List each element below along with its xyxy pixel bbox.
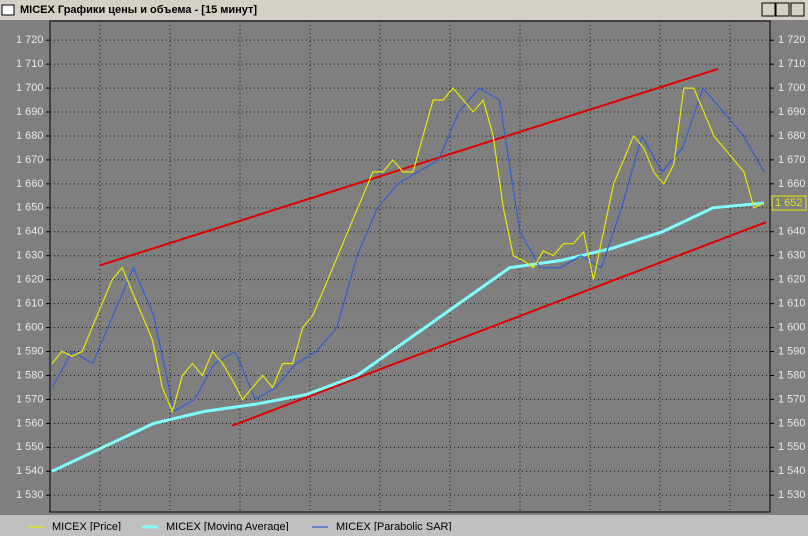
maximize-button[interactable] [775, 2, 790, 17]
chart-background [0, 20, 808, 515]
y2-tick-label: 1 690 [778, 106, 806, 118]
y-tick-label: 1 580 [16, 369, 44, 381]
y-tick-label: 1 600 [16, 321, 44, 333]
trend-line [231, 221, 767, 427]
legend-label: MICEX [Parabolic SAR] [336, 521, 452, 531]
y2-tick-label: 1 720 [778, 34, 806, 46]
y-tick-label: 1 590 [16, 345, 44, 357]
y-tick-label: 1 620 [16, 274, 44, 286]
y2-tick-label: 1 640 [778, 226, 806, 238]
y2-tick-label: 1 600 [778, 321, 806, 333]
y2-tick-label: 1 550 [778, 441, 806, 453]
y-tick-label: 1 630 [16, 250, 44, 262]
y-tick-label: 1 640 [16, 226, 44, 238]
last-value-box [771, 195, 807, 211]
y2-tick-label: 1 610 [778, 298, 806, 310]
y-tick-label: 1 700 [16, 82, 44, 94]
legend-label: MICEX [Price] [52, 521, 121, 531]
y-tick-label: 1 560 [16, 417, 44, 429]
y2-tick-label: 1 570 [778, 393, 806, 405]
y2-tick-label: 1 560 [778, 417, 806, 429]
y2-tick-label: 1 580 [778, 369, 806, 381]
trend-line [99, 67, 719, 267]
y2-tick-label: 1 680 [778, 130, 806, 142]
legend-label: MICEX [Moving Average] [166, 521, 289, 531]
y-tick-label: 1 550 [16, 441, 44, 453]
y2-tick-label: 1 590 [778, 345, 806, 357]
y-tick-label: 1 690 [16, 106, 44, 118]
plot-frame [49, 20, 771, 513]
y-tick-label: 1 710 [16, 58, 44, 70]
y-tick-label: 1 610 [16, 298, 44, 310]
y-tick-label: 1 720 [16, 34, 44, 46]
y2-tick-label: 1 700 [778, 82, 806, 94]
y-tick-label: 1 660 [16, 178, 44, 190]
last-value-label: 1 652 [775, 197, 803, 209]
minimize-button[interactable] [761, 2, 776, 17]
y2-tick-label: 1 710 [778, 58, 806, 70]
y-tick-label: 1 650 [16, 202, 44, 214]
y-tick-label: 1 680 [16, 130, 44, 142]
app-icon [1, 4, 15, 16]
y2-tick-label: 1 540 [778, 465, 806, 477]
series-line [51, 86, 765, 413]
y2-tick-label: 1 660 [778, 178, 806, 190]
y-tick-label: 1 570 [16, 393, 44, 405]
close-button[interactable] [790, 2, 805, 17]
y2-tick-label: 1 530 [778, 489, 806, 501]
title-bar [0, 0, 808, 20]
y2-tick-label: 1 620 [778, 274, 806, 286]
y-tick-label: 1 530 [16, 489, 44, 501]
series-line [51, 201, 765, 473]
y2-tick-label: 1 630 [778, 250, 806, 262]
series-line [51, 87, 765, 414]
y2-tick-label: 1 670 [778, 154, 806, 166]
y-tick-label: 1 670 [16, 154, 44, 166]
y-tick-label: 1 540 [16, 465, 44, 477]
window-title: MICEX Графики цены и объема - [15 минут] [20, 4, 257, 16]
